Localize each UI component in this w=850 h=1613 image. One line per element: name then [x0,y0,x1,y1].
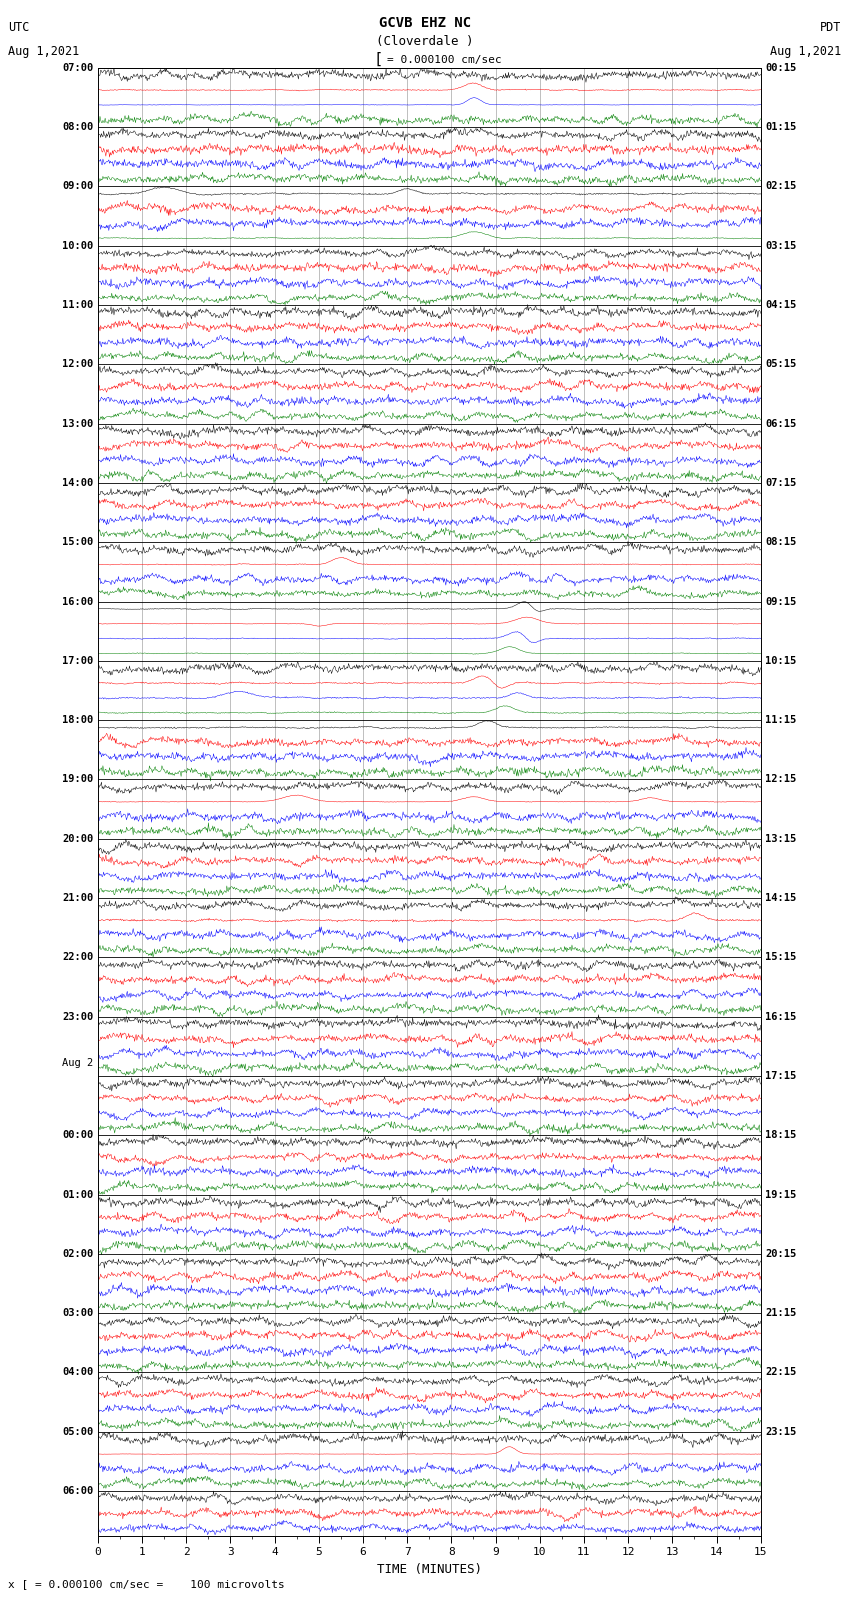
Text: 18:00: 18:00 [62,715,94,726]
Text: 09:00: 09:00 [62,181,94,192]
Text: 17:15: 17:15 [765,1071,796,1081]
Text: Aug 1,2021: Aug 1,2021 [770,45,842,58]
Text: 11:15: 11:15 [765,715,796,726]
Text: 21:00: 21:00 [62,894,94,903]
Text: [: [ [373,52,382,68]
Text: 03:00: 03:00 [62,1308,94,1318]
Text: 09:15: 09:15 [765,597,796,606]
Text: 06:15: 06:15 [765,419,796,429]
Text: x [ = 0.000100 cm/sec =    100 microvolts: x [ = 0.000100 cm/sec = 100 microvolts [8,1579,286,1589]
Text: 10:00: 10:00 [62,240,94,250]
Text: Aug 2: Aug 2 [62,1058,94,1068]
Text: 21:15: 21:15 [765,1308,796,1318]
Text: 13:15: 13:15 [765,834,796,844]
Text: 05:15: 05:15 [765,360,796,369]
Text: 05:00: 05:00 [62,1428,94,1437]
Text: 10:15: 10:15 [765,656,796,666]
Text: 07:15: 07:15 [765,477,796,487]
Text: 20:00: 20:00 [62,834,94,844]
Text: 04:00: 04:00 [62,1368,94,1378]
Text: 23:15: 23:15 [765,1428,796,1437]
Text: 18:15: 18:15 [765,1131,796,1140]
Text: UTC: UTC [8,21,30,34]
Text: 08:15: 08:15 [765,537,796,547]
Text: 19:15: 19:15 [765,1189,796,1200]
Text: 01:00: 01:00 [62,1189,94,1200]
Text: 01:15: 01:15 [765,123,796,132]
Text: 16:00: 16:00 [62,597,94,606]
Text: 07:00: 07:00 [62,63,94,73]
Text: 02:00: 02:00 [62,1248,94,1258]
Text: 02:15: 02:15 [765,181,796,192]
Text: 12:15: 12:15 [765,774,796,784]
Text: 11:00: 11:00 [62,300,94,310]
Text: GCVB EHZ NC: GCVB EHZ NC [379,16,471,29]
Text: = 0.000100 cm/sec: = 0.000100 cm/sec [387,55,501,65]
Text: 16:15: 16:15 [765,1011,796,1021]
Text: 00:15: 00:15 [765,63,796,73]
Text: 13:00: 13:00 [62,419,94,429]
Text: 17:00: 17:00 [62,656,94,666]
Text: 14:15: 14:15 [765,894,796,903]
Text: 20:15: 20:15 [765,1248,796,1258]
Text: 04:15: 04:15 [765,300,796,310]
Text: 14:00: 14:00 [62,477,94,487]
Text: 08:00: 08:00 [62,123,94,132]
Text: (Cloverdale ): (Cloverdale ) [377,35,473,48]
Text: 12:00: 12:00 [62,360,94,369]
Text: 06:00: 06:00 [62,1486,94,1497]
Text: 19:00: 19:00 [62,774,94,784]
Text: 23:00: 23:00 [62,1011,94,1021]
X-axis label: TIME (MINUTES): TIME (MINUTES) [377,1563,482,1576]
Text: 03:15: 03:15 [765,240,796,250]
Text: 15:15: 15:15 [765,952,796,963]
Text: PDT: PDT [820,21,842,34]
Text: 00:00: 00:00 [62,1131,94,1140]
Text: Aug 1,2021: Aug 1,2021 [8,45,80,58]
Text: 22:15: 22:15 [765,1368,796,1378]
Text: 22:00: 22:00 [62,952,94,963]
Text: 15:00: 15:00 [62,537,94,547]
